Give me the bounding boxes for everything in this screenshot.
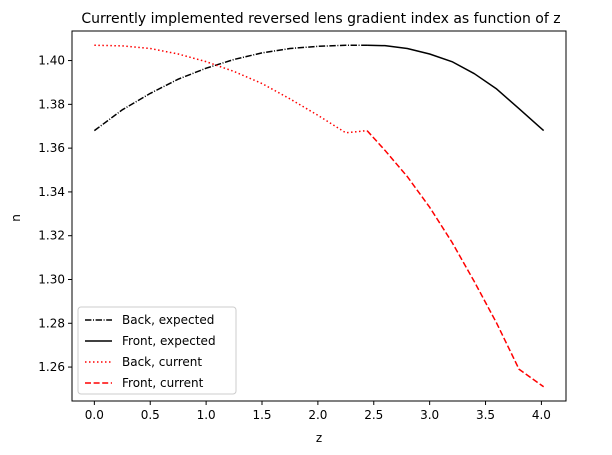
x-axis-ticks: 0.0 0.5 1.0 1.5 2.0 2.5 3.0 3.5 4.0 [85, 401, 551, 422]
y-tick-label: 1.30 [38, 272, 65, 286]
y-axis-ticks: 1.26 1.28 1.30 1.32 1.34 1.36 1.38 1.40 [38, 54, 72, 374]
series-line-front-current [366, 130, 545, 388]
series-line-back-expected [93, 44, 368, 132]
y-tick-label: 1.36 [38, 141, 65, 155]
x-tick-label: 0.0 [85, 408, 104, 422]
chart-title: Currently implemented reversed lens grad… [81, 11, 560, 27]
y-axis-label: n [9, 214, 23, 222]
plot-area: 0.0 0.5 1.0 1.5 2.0 2.5 3.0 3.5 4.0 1.26 1.28 1.30… [38, 30, 567, 422]
legend-box [77, 306, 237, 395]
x-tick-label: 1.5 [252, 408, 271, 422]
series-layer [93, 44, 545, 388]
y-tick-label: 1.34 [38, 185, 65, 199]
x-tick-label: 2.0 [308, 408, 327, 422]
x-tick-label: 3.5 [476, 408, 495, 422]
series-line-front-expected [367, 44, 545, 132]
y-tick-label: 1.32 [38, 229, 65, 243]
legend-label: Back, current [122, 355, 202, 369]
x-tick-label: 0.5 [141, 408, 160, 422]
y-tick-label: 1.28 [38, 316, 65, 330]
x-axis-label: z [316, 431, 322, 445]
x-tick-label: 3.0 [420, 408, 439, 422]
legend: Back, expected Front, expected Back, curre… [77, 306, 237, 395]
x-tick-label: 4.0 [532, 408, 551, 422]
series-line-back-current [94, 44, 368, 134]
legend-label: Front, current [122, 376, 204, 390]
x-tick-label: 1.0 [197, 408, 216, 422]
legend-label: Front, expected [122, 334, 216, 348]
legend-label: Back, expected [122, 313, 214, 327]
y-tick-label: 1.38 [38, 97, 65, 111]
legend-items: Back, expected Front, expected Back, curre… [85, 313, 216, 390]
axes-frame [71, 30, 567, 402]
y-tick-label: 1.40 [38, 54, 65, 68]
x-tick-label: 2.5 [364, 408, 383, 422]
y-tick-label: 1.26 [38, 360, 65, 374]
